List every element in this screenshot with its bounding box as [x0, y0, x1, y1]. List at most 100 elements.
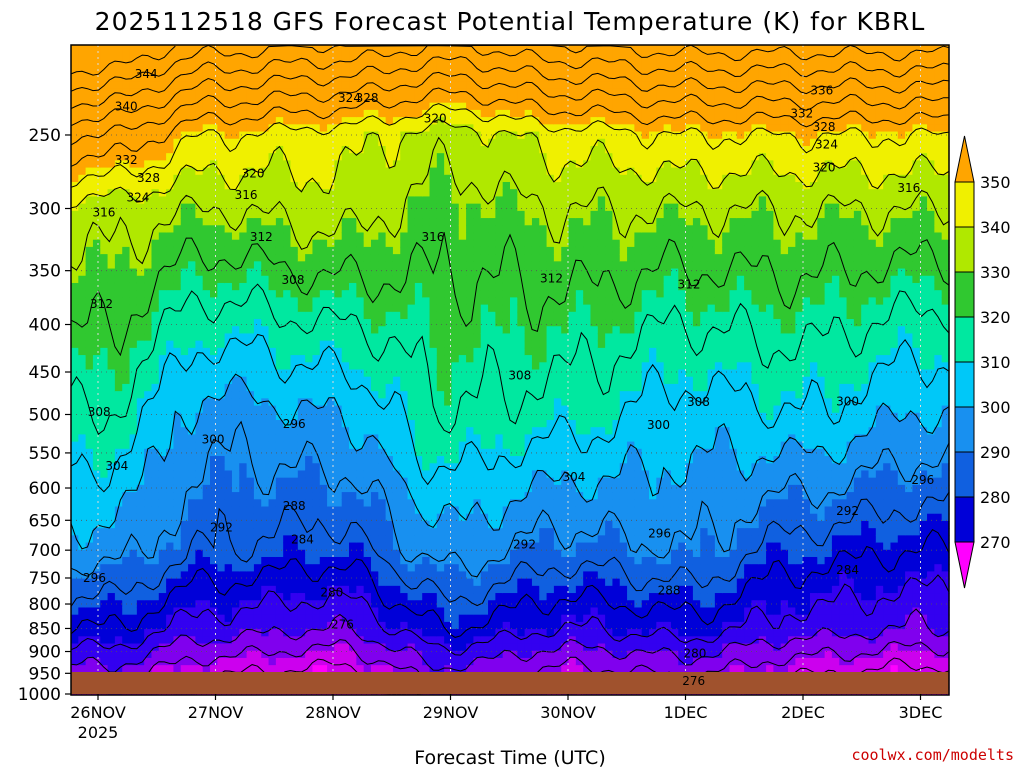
theta-cell — [92, 124, 101, 133]
theta-cell — [305, 282, 314, 291]
theta-cell — [173, 456, 182, 464]
theta-cell — [356, 513, 365, 522]
theta-cell — [188, 376, 196, 385]
theta-cell — [202, 665, 211, 673]
theta-cell — [356, 59, 365, 68]
theta-cell — [85, 621, 94, 630]
theta-cell — [246, 499, 255, 508]
theta-cell — [195, 261, 204, 270]
theta-cell — [400, 59, 409, 68]
theta-cell — [436, 657, 445, 666]
theta-cell — [392, 102, 401, 111]
theta-cell — [414, 59, 423, 68]
theta-cell — [100, 441, 109, 450]
theta-cell — [180, 564, 189, 573]
theta-cell — [341, 203, 350, 212]
theta-cell — [261, 102, 270, 111]
theta-cell — [429, 340, 438, 349]
theta-cell — [356, 52, 365, 61]
theta-cell — [114, 571, 123, 580]
theta-cell — [451, 636, 460, 645]
theta-cell — [144, 427, 153, 435]
theta-cell — [129, 643, 138, 652]
theta-cell — [261, 290, 270, 298]
theta-cell — [422, 347, 431, 356]
theta-cell — [422, 340, 431, 349]
theta-cell — [370, 556, 379, 565]
theta-cell — [136, 470, 145, 479]
theta-cell — [188, 160, 196, 169]
theta-cell — [407, 95, 416, 104]
theta-cell — [327, 528, 335, 536]
theta-cell — [422, 81, 431, 89]
theta-cell — [239, 167, 248, 176]
theta-cell — [429, 607, 438, 616]
theta-cell — [246, 174, 255, 183]
theta-cell — [451, 124, 460, 133]
theta-cell — [349, 506, 357, 515]
theta-cell — [253, 66, 262, 75]
theta-cell — [385, 297, 394, 306]
theta-cell — [180, 138, 189, 147]
theta-cell — [202, 254, 211, 262]
theta-cell — [275, 499, 284, 508]
theta-cell — [71, 463, 79, 472]
theta-cell — [114, 369, 123, 378]
theta-cell — [407, 45, 416, 53]
theta-cell — [290, 59, 299, 68]
theta-cell — [334, 124, 343, 133]
theta-cell — [261, 376, 270, 385]
theta-cell — [429, 369, 438, 378]
theta-cell — [327, 412, 335, 421]
theta-cell — [268, 225, 277, 234]
theta-cell — [188, 326, 196, 335]
theta-cell — [334, 362, 343, 371]
theta-cell — [195, 95, 204, 104]
theta-cell — [210, 153, 218, 161]
theta-cell — [327, 254, 335, 262]
theta-cell — [85, 340, 94, 349]
theta-cell — [349, 261, 357, 270]
theta-cell — [253, 571, 262, 580]
theta-cell — [275, 261, 284, 270]
theta-cell — [180, 549, 189, 558]
theta-cell — [297, 412, 306, 421]
theta-cell — [414, 109, 423, 118]
theta-cell — [71, 131, 79, 140]
theta-cell — [224, 506, 233, 515]
theta-cell — [392, 95, 401, 104]
theta-cell — [136, 621, 145, 630]
theta-cell — [422, 246, 431, 255]
theta-cell — [466, 636, 475, 645]
theta-cell — [129, 81, 138, 89]
theta-cell — [356, 355, 365, 363]
theta-cell — [188, 117, 196, 125]
theta-cell — [268, 528, 277, 536]
theta-cell — [356, 362, 365, 371]
theta-cell — [210, 657, 218, 666]
theta-cell — [290, 376, 299, 385]
theta-cell — [385, 153, 394, 161]
theta-cell — [290, 304, 299, 313]
theta-cell — [239, 261, 248, 270]
theta-cell — [122, 657, 131, 666]
theta-cell — [188, 95, 196, 104]
theta-cell — [283, 275, 292, 284]
theta-cell — [122, 650, 131, 659]
theta-cell — [458, 145, 467, 154]
theta-cell — [261, 218, 270, 226]
theta-cell — [378, 138, 387, 147]
theta-cell — [473, 268, 482, 277]
theta-cell — [217, 571, 226, 580]
theta-cell — [188, 434, 196, 443]
theta-cell — [422, 391, 431, 399]
theta-cell — [363, 88, 372, 97]
theta-cell — [202, 232, 211, 241]
theta-cell — [392, 499, 401, 508]
theta-cell — [334, 319, 343, 327]
theta-cell — [85, 657, 94, 666]
theta-cell — [290, 66, 299, 75]
theta-cell — [458, 261, 467, 270]
theta-cell — [414, 513, 423, 522]
theta-cell — [217, 246, 226, 255]
